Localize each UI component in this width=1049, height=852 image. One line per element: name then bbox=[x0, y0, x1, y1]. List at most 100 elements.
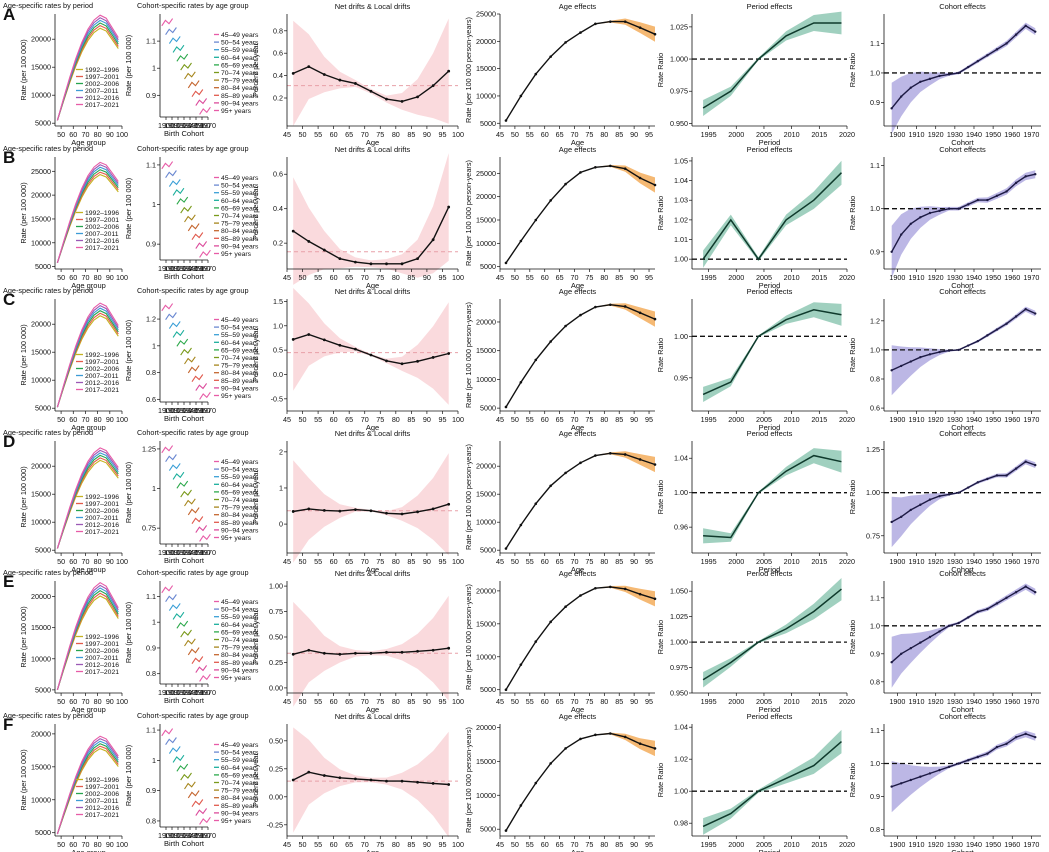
y-tick-label: 1.1 bbox=[146, 37, 156, 46]
age-effect-point bbox=[653, 183, 657, 187]
y-tick-label: -0.25 bbox=[267, 820, 283, 829]
x-tick-label: 1940 bbox=[966, 697, 982, 706]
age-group-series-line bbox=[176, 53, 189, 62]
x-tick-label: 45 bbox=[283, 273, 291, 282]
legend-entry: 85–89 years bbox=[221, 236, 259, 243]
age-effect-point bbox=[608, 303, 612, 307]
age-group-series-line bbox=[172, 329, 185, 338]
age-group-series-line bbox=[191, 799, 204, 808]
x-tick-label: 2000 bbox=[728, 697, 744, 706]
local-drift-point bbox=[416, 780, 419, 784]
x-tick-label: 60 bbox=[69, 840, 77, 849]
legend-entry: 55–59 years bbox=[221, 757, 259, 764]
x-tick-label: 2005 bbox=[756, 273, 772, 282]
local-drift-point bbox=[385, 359, 388, 363]
x-tick-label: 1995 bbox=[701, 273, 717, 282]
x-tick-label: 1900 bbox=[158, 831, 174, 840]
cohort-effect-point bbox=[957, 491, 960, 494]
x-tick-label: 90 bbox=[423, 415, 431, 424]
y-axis-label: Rate Ratio bbox=[656, 53, 665, 87]
x-tick-label: 1920 bbox=[170, 406, 186, 415]
x-tick-label: 1940 bbox=[966, 273, 982, 282]
local-drift-point bbox=[322, 73, 326, 76]
y-tick-label: 1.2 bbox=[146, 315, 156, 324]
period-effects-chart: 1995 2000 2005 2010 2015 2020 0.950 0.975 1.000 1… bbox=[656, 569, 855, 714]
x-tick-label: 2010 bbox=[784, 415, 800, 424]
cohort-effect-point bbox=[947, 493, 951, 496]
y-tick-label: 1.025 bbox=[670, 612, 688, 621]
x-tick-label: 85 bbox=[615, 415, 623, 424]
y-tick-label: 0.6 bbox=[273, 49, 283, 58]
x-tick-label: 1950 bbox=[188, 406, 204, 415]
legend-entry: 65–69 years bbox=[221, 205, 259, 212]
panel-title: Period effects bbox=[747, 712, 793, 721]
x-tick-label: 1970 bbox=[1023, 557, 1039, 566]
period-effects-chart: 1995 2000 2005 2010 2015 2020 0.950 0.975 1.000 1… bbox=[656, 2, 855, 147]
x-tick-label: 90 bbox=[423, 273, 431, 282]
x-tick-label: 80 bbox=[392, 557, 400, 566]
x-tick-label: 1930 bbox=[947, 697, 963, 706]
legend-entry: 1992–1996 bbox=[85, 634, 119, 641]
x-tick-label: 50 bbox=[57, 273, 65, 282]
local-drift-point bbox=[431, 238, 435, 242]
cohort-effect-point bbox=[1034, 30, 1037, 33]
x-tick-label: 90 bbox=[423, 840, 431, 849]
x-tick-label: 1960 bbox=[194, 548, 210, 557]
local-drift-point bbox=[338, 652, 342, 656]
x-tick-label: 50 bbox=[57, 840, 65, 849]
cohort-effect-line bbox=[891, 173, 1036, 253]
y-axis-label: Rate (per 100 000) bbox=[124, 602, 133, 663]
x-tick-label: 65 bbox=[345, 130, 353, 139]
age-effect-point bbox=[579, 594, 582, 597]
panel-title: Cohort effects bbox=[939, 2, 986, 11]
x-tick-label: 1930 bbox=[176, 406, 192, 415]
x-tick-label: 90 bbox=[106, 273, 114, 282]
x-tick-label: 65 bbox=[556, 273, 564, 282]
legend-entry: 1997–2001 bbox=[85, 784, 119, 791]
x-tick-label: 95 bbox=[645, 130, 653, 139]
x-tick-label: 45 bbox=[283, 697, 291, 706]
x-axis-label: Age bbox=[366, 565, 379, 574]
x-tick-label: 100 bbox=[452, 415, 464, 424]
cohort-effect-point bbox=[976, 755, 980, 759]
x-tick-label: 2005 bbox=[756, 697, 772, 706]
age-effect-point bbox=[594, 305, 597, 309]
age-effect-point bbox=[564, 324, 567, 328]
x-tick-label: 1920 bbox=[928, 557, 944, 566]
y-axis-label: Rate Ratio bbox=[656, 763, 665, 797]
age-effect-point bbox=[653, 32, 657, 36]
legend-entry: 45–49 years bbox=[221, 32, 259, 39]
x-tick-label: 1995 bbox=[701, 130, 717, 139]
cohort-effect-point bbox=[890, 785, 893, 788]
x-tick-label: 80 bbox=[94, 557, 102, 566]
panel-title: Period effects bbox=[747, 2, 793, 11]
x-tick-label: 1960 bbox=[194, 688, 210, 697]
y-tick-label: 1.00 bbox=[674, 332, 688, 341]
y-tick-label: 0.96 bbox=[674, 523, 688, 532]
x-tick-label: 70 bbox=[81, 697, 89, 706]
x-tick-label: 70 bbox=[361, 415, 369, 424]
age-effect-point bbox=[638, 311, 642, 315]
x-tick-label: 1970 bbox=[200, 264, 216, 273]
x-tick-label: 65 bbox=[345, 557, 353, 566]
x-tick-label: 55 bbox=[526, 557, 534, 566]
cohort-effect-point bbox=[909, 86, 913, 89]
y-tick-label: 0.75 bbox=[269, 607, 283, 616]
y-axis-label: Rate (per 100 000) bbox=[124, 178, 133, 239]
x-tick-label: 60 bbox=[330, 130, 338, 139]
x-tick-label: 1910 bbox=[909, 557, 925, 566]
x-tick-label: 50 bbox=[299, 130, 307, 139]
age-effect-point bbox=[623, 167, 627, 170]
x-tick-label: 70 bbox=[81, 130, 89, 139]
legend-entry: 85–89 years bbox=[221, 93, 259, 100]
x-tick-label: 90 bbox=[630, 697, 638, 706]
legend-entry: 80–84 years bbox=[221, 370, 259, 377]
row-label: B bbox=[3, 148, 15, 167]
legend-entry: 95+ years bbox=[221, 108, 252, 115]
age-effect-point bbox=[623, 735, 627, 739]
age-effect-line bbox=[505, 586, 656, 691]
local-drift-point bbox=[400, 99, 404, 103]
y-tick-label: 0.95 bbox=[674, 373, 688, 382]
y-tick-label: 1.05 bbox=[674, 156, 688, 165]
x-tick-label: 80 bbox=[392, 840, 400, 849]
